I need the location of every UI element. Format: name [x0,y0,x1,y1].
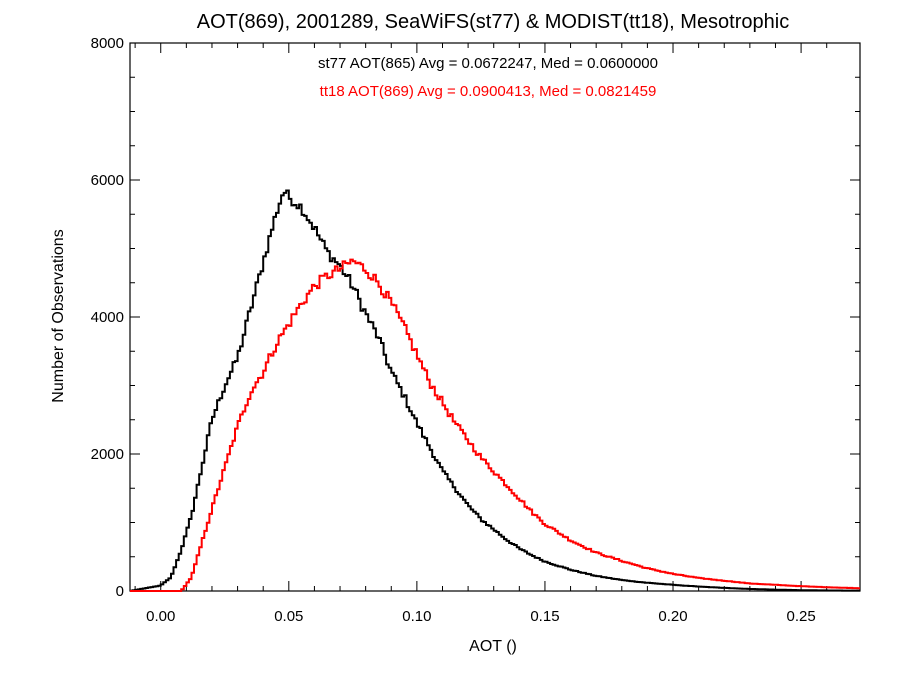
x-tick-label: 0.05 [274,608,303,625]
series-line-0 [130,189,860,592]
y-tick-label: 6000 [91,172,124,189]
x-axis-label: AOT () [469,638,517,655]
y-tick-label: 2000 [91,446,124,463]
chart-title: AOT(869), 2001289, SeaWiFS(st77) & MODIS… [197,11,789,33]
series-line-1 [130,258,860,592]
series-layer [130,189,860,592]
x-tick-label: 0.20 [658,608,687,625]
y-tick-label: 8000 [91,35,124,52]
y-tick-label: 0 [116,583,124,600]
x-tick-label: 0.10 [402,608,431,625]
y-axis-label: Number of Observations [50,229,67,402]
axis-ticks: 0.00 0.05 0.10 0.15 0.20 0.25 0 2000 4000 6000 800… [91,35,860,625]
annotation-tt18: tt18 AOT(869) Avg = 0.0900413, Med = 0.0… [320,83,657,100]
x-tick-label: 0.15 [530,608,559,625]
plot-frame [129,42,861,592]
annotation-st77: st77 AOT(865) Avg = 0.0672247, Med = 0.0… [318,55,658,72]
y-tick-label: 4000 [91,309,124,326]
x-tick-label: 0.25 [786,608,815,625]
x-tick-label: 0.00 [146,608,175,625]
